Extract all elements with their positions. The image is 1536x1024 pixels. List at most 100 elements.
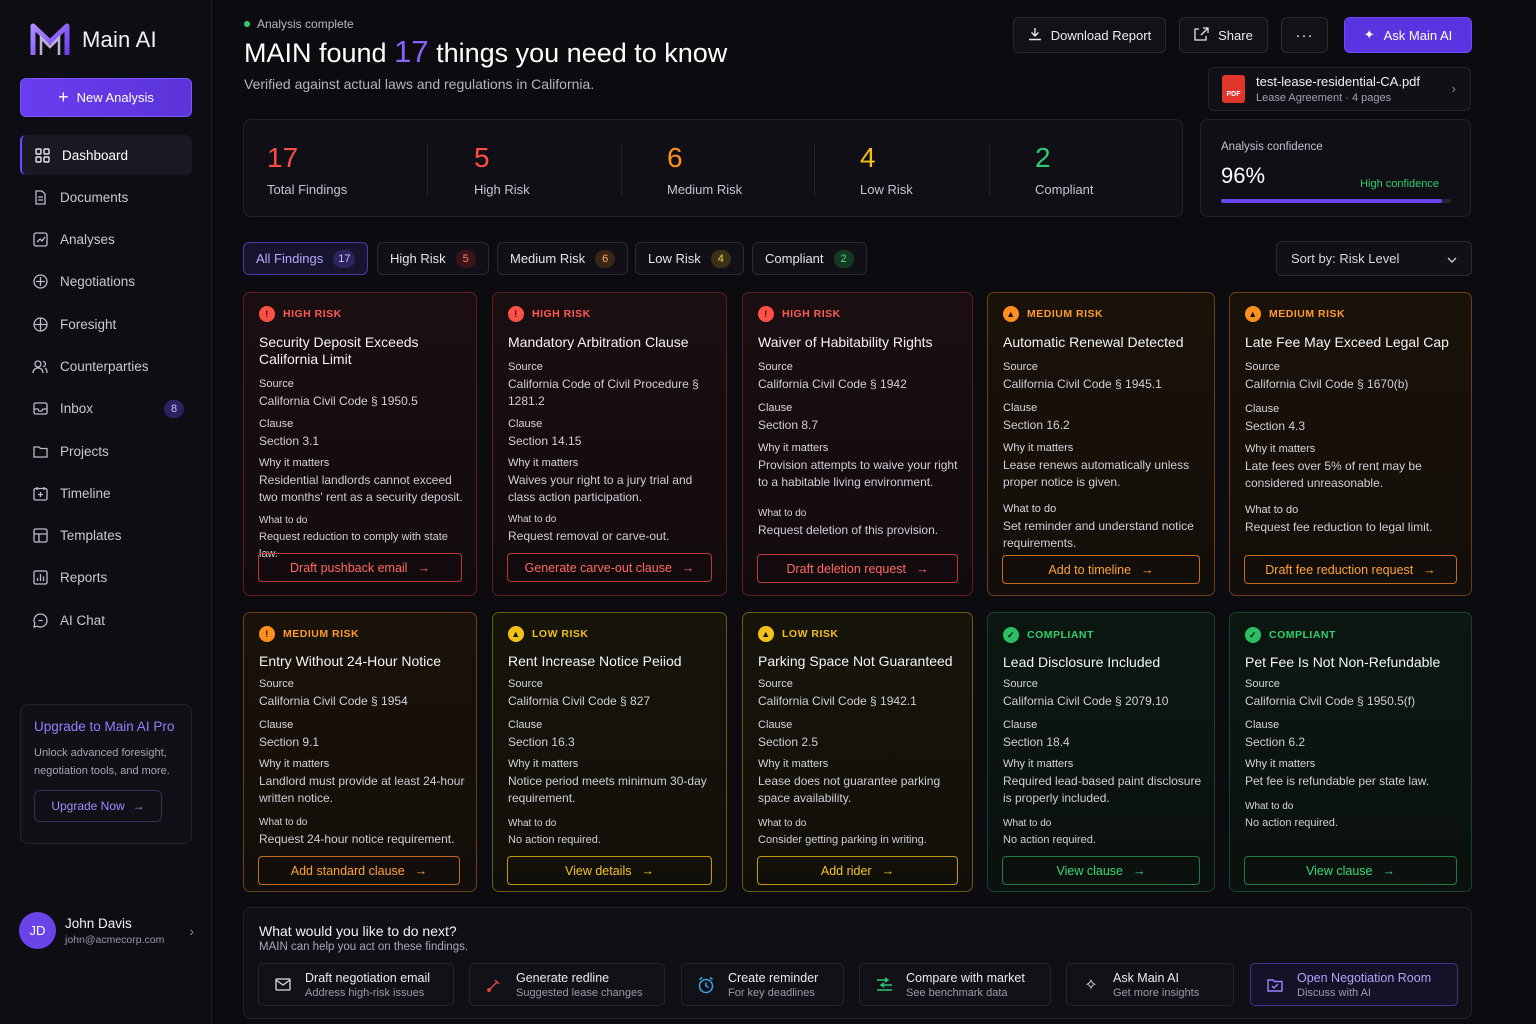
stat-value: 17 (267, 142, 299, 173)
finding-card[interactable]: ▲ LOW RISK Parking Space Not Guaranteed S… (742, 612, 973, 892)
field-value: California Civil Code § 1954 (259, 694, 408, 708)
add-to-timeline-button[interactable]: Add to timeline → (1002, 555, 1200, 584)
view-clause-button[interactable]: View clause → (1002, 856, 1200, 885)
sidebar-item-ai-chat[interactable]: AI Chat (20, 600, 192, 640)
sidebar-item-documents[interactable]: Documents (20, 177, 192, 217)
finding-card[interactable]: ✓ COMPLIANT Pet Fee Is Not Non-Refundable… (1229, 612, 1472, 892)
sidebar-item-foresight[interactable]: Foresight (20, 304, 192, 344)
sidebar-item-inbox[interactable]: Inbox 8 (20, 389, 192, 429)
field-value: Set reminder and understand notice requi… (1003, 519, 1194, 550)
field-value: Section 8.7 (758, 418, 819, 432)
field-value: Section 18.4 (1003, 735, 1070, 749)
generate-redline-action[interactable]: Generate redline Suggested lease changes (469, 963, 665, 1006)
risk-tag: ▲ MEDIUM RISK (1003, 306, 1103, 322)
finding-card[interactable]: ! HIGH RISK Security Deposit Exceeds Cali… (243, 292, 477, 596)
finding-source: Source California Civil Code § 827 (508, 676, 716, 710)
finding-card[interactable]: ! HIGH RISK Waiver of Habitability Rights… (742, 292, 973, 596)
draft-fee-reduction-request-button[interactable]: Draft fee reduction request → (1244, 555, 1457, 584)
download-report-button[interactable]: Download Report (1013, 17, 1166, 53)
add-standard-clause-button[interactable]: Add standard clause → (258, 856, 460, 885)
ask-main-ai-action[interactable]: ✧ Ask Main AI Get more insights (1066, 963, 1234, 1006)
filter-compliant[interactable]: Compliant 2 (752, 242, 867, 275)
finding-title: Automatic Renewal Detected (1003, 334, 1184, 350)
field-value: Request removal or carve-out. (508, 529, 670, 543)
confidence-title: Analysis confidence (1221, 141, 1323, 153)
stat-medium-risk: 6 Medium Risk (667, 142, 742, 197)
finding-card[interactable]: ▲ MEDIUM RISK Automatic Renewal Detected … (987, 292, 1215, 596)
field-value: California Civil Code § 2079.10 (1003, 694, 1169, 708)
field-value: Section 14.15 (508, 434, 582, 448)
sparkle-icon: ✦ (1363, 27, 1375, 42)
field-value: Waives your right to a jury trial and cl… (508, 473, 693, 504)
filter-low-risk[interactable]: Low Risk 4 (635, 242, 744, 275)
risk-level: MEDIUM RISK (1027, 308, 1104, 320)
sidebar-item-dashboard[interactable]: Dashboard (20, 135, 192, 175)
document-file-card[interactable]: PDF test-lease-residential-CA.pdf Lease … (1208, 67, 1471, 111)
file-meta: Lease Agreement · 4 pages (1256, 92, 1392, 104)
share-button[interactable]: Share (1179, 17, 1268, 53)
finding-card[interactable]: ▲ LOW RISK Rent Increase Notice Peiiod So… (492, 612, 727, 892)
view-details-button[interactable]: View details → (507, 856, 712, 885)
new-analysis-button[interactable]: + New Analysis (20, 78, 192, 117)
user-profile[interactable]: JD John Davis john@acmecorp.com › (19, 912, 194, 949)
stat-total: 17 Total Findings (267, 142, 347, 197)
create-reminder-action[interactable]: Create reminder For key deadlines (681, 963, 844, 1006)
finding-source: Source California Civil Code § 2079.10 (1003, 676, 1204, 710)
finding-source: Source California Civil Code § 1950.5 (259, 376, 466, 410)
sidebar-item-analyses[interactable]: Analyses (20, 220, 192, 260)
draft-pushback-email-button[interactable]: Draft pushback email → (258, 553, 462, 582)
field-label: Clause (259, 418, 294, 430)
field-value: Landlord must provide at least 24-hour w… (259, 774, 465, 805)
field-value: Late fees over 5% of rent may be conside… (1245, 459, 1422, 490)
field-label: Clause (758, 719, 793, 731)
sidebar-item-templates[interactable]: Templates (20, 516, 192, 556)
stat-value: 4 (860, 142, 876, 173)
field-label: Source (1245, 678, 1280, 690)
grid-icon (34, 147, 50, 163)
open-negotiation-room-action[interactable]: Open Negotiation Room Discuss with AI (1250, 963, 1458, 1006)
app-logo[interactable]: Main AI (30, 22, 157, 58)
more-options-button[interactable]: ··· (1281, 17, 1328, 53)
user-name: John Davis (65, 915, 132, 931)
field-label: Why it matters (1003, 442, 1074, 454)
inbox-count-badge: 8 (164, 399, 184, 418)
upgrade-title: Upgrade to Main AI Pro (34, 719, 175, 734)
ask-main-ai-button[interactable]: ✦ Ask Main AI (1344, 17, 1472, 53)
field-value: Required lead-based paint disclosure is … (1003, 774, 1202, 805)
risk-level: LOW RISK (782, 628, 839, 640)
finding-card[interactable]: ! HIGH RISK Mandatory Arbitration Clause … (492, 292, 727, 596)
finding-card[interactable]: ▲ MEDIUM RISK Late Fee May Exceed Legal C… (1229, 292, 1472, 596)
sidebar-item-counterparties[interactable]: Counterparties (20, 346, 192, 386)
sidebar: Main AI + New Analysis Dashboard Documen… (0, 0, 212, 1024)
title-count: 17 (394, 34, 429, 69)
arrow-right-icon: → (417, 560, 430, 575)
finding-why: Why it matters Waives your right to a jur… (508, 455, 716, 506)
filter-medium-risk[interactable]: Medium Risk 6 (497, 242, 629, 275)
upgrade-now-button[interactable]: Upgrade Now → (34, 790, 162, 822)
field-value: No action required. (508, 834, 601, 846)
risk-tag: ▲ LOW RISK (758, 626, 839, 642)
draft-deletion-request-button[interactable]: Draft deletion request → (757, 554, 958, 583)
field-label: Why it matters (508, 457, 579, 469)
action-subtitle: For key deadlines (728, 986, 815, 999)
stat-value: 6 (667, 142, 683, 173)
finding-card[interactable]: ✓ COMPLIANT Lead Disclosure Included Sour… (987, 612, 1215, 892)
view-clause-button[interactable]: View clause → (1244, 856, 1457, 885)
filter-all-findings[interactable]: All Findings 17 (243, 242, 369, 275)
field-label: Why it matters (758, 442, 829, 454)
action-title: Create reminder (728, 970, 819, 985)
sidebar-item-projects[interactable]: Projects (20, 431, 192, 471)
generate-carve-out-clause-button[interactable]: Generate carve-out clause → (507, 553, 712, 582)
filter-high-risk[interactable]: High Risk 5 (377, 242, 489, 275)
draft-negotiation-email-action[interactable]: Draft negotiation email Address high-risk… (258, 963, 454, 1006)
sort-dropdown[interactable]: Sort by: Risk Level (1276, 241, 1472, 276)
sidebar-item-timeline[interactable]: Timeline (20, 473, 192, 513)
compare-with-market-action[interactable]: Compare with market See benchmark data (859, 963, 1051, 1006)
finding-why: Why it matters Required lead-based paint … (1003, 756, 1204, 807)
filter-count: 17 (333, 249, 356, 268)
finding-todo: What to do Request removal or carve-out. (508, 511, 716, 545)
sidebar-item-reports[interactable]: Reports (20, 558, 192, 598)
finding-card[interactable]: ! MEDIUM RISK Entry Without 24-Hour Notic… (243, 612, 477, 892)
sidebar-item-negotiations[interactable]: Negotiations (20, 262, 192, 302)
add-rider-button[interactable]: Add rider → (757, 856, 958, 885)
